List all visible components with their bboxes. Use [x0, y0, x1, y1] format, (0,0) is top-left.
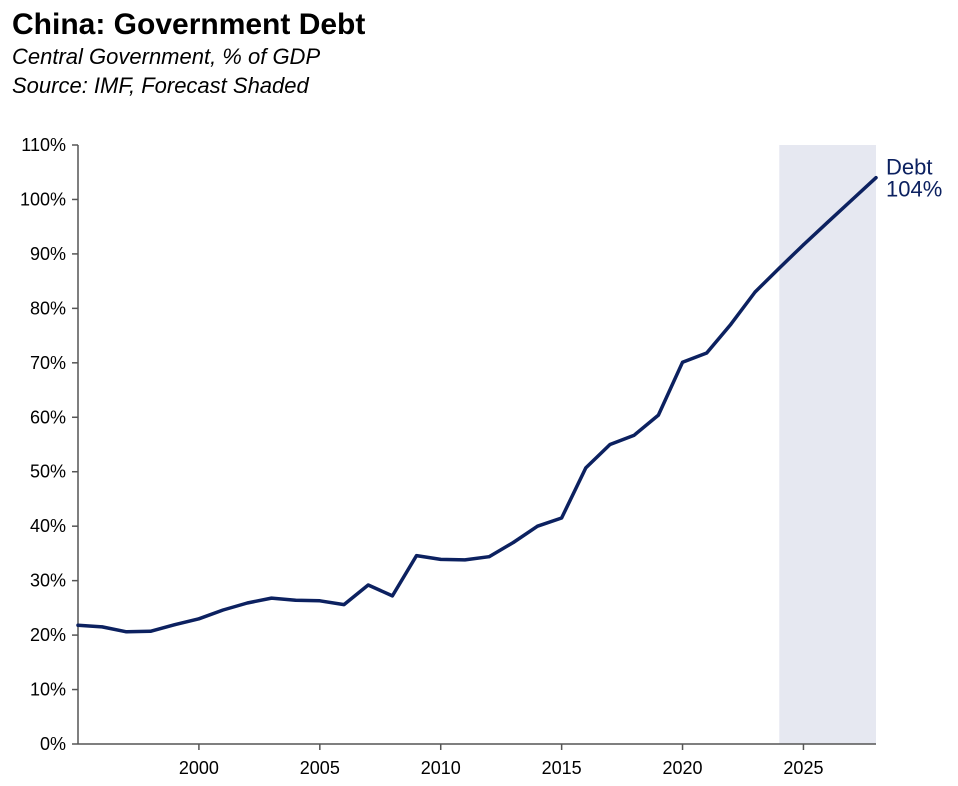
data-point: [439, 557, 443, 561]
data-point: [487, 555, 491, 559]
data-point: [76, 623, 80, 627]
y-tick-label: 50%: [30, 462, 66, 482]
data-point: [584, 466, 588, 470]
data-point: [100, 625, 104, 629]
data-point: [826, 220, 830, 224]
y-tick-label: 40%: [30, 516, 66, 536]
data-point: [511, 541, 515, 545]
y-tick-label: 10%: [30, 680, 66, 700]
data-point: [294, 598, 298, 602]
data-point: [850, 198, 854, 202]
data-point: [390, 594, 394, 598]
chart-source: Source: IMF, Forecast Shaded: [12, 73, 309, 98]
data-point: [221, 608, 225, 612]
data-point: [560, 516, 564, 520]
y-tick-label: 0%: [40, 734, 66, 754]
series-end-value-label: 104%: [886, 177, 942, 202]
data-point: [681, 360, 685, 364]
data-point: [753, 290, 757, 294]
y-tick-label: 110%: [21, 135, 66, 155]
data-point: [608, 443, 612, 446]
data-point: [366, 583, 370, 587]
y-tick-label: 30%: [30, 571, 66, 591]
series-name-label: Debt: [886, 155, 932, 180]
forecast-shade: [779, 145, 876, 744]
y-tick-label: 80%: [30, 298, 66, 318]
x-tick-label: 2010: [421, 758, 461, 778]
x-tick-label: 2000: [179, 758, 219, 778]
data-point: [245, 601, 249, 605]
x-tick-label: 2020: [663, 758, 703, 778]
data-point: [415, 554, 419, 558]
y-tick-label: 100%: [20, 189, 66, 209]
x-tick-label: 2025: [783, 758, 823, 778]
data-point: [463, 558, 467, 562]
data-point: [149, 629, 153, 633]
x-tick-label: 2015: [542, 758, 582, 778]
data-point: [124, 630, 128, 634]
chart-subtitle: Central Government, % of GDP: [12, 44, 321, 69]
debt-series-line: [76, 175, 878, 634]
data-point: [535, 524, 539, 528]
y-tick-label: 90%: [30, 244, 66, 264]
data-point: [173, 623, 177, 627]
y-tick-label: 20%: [30, 625, 66, 645]
data-point: [729, 322, 733, 326]
data-point: [656, 413, 660, 417]
data-point: [342, 603, 346, 607]
y-tick-label: 70%: [30, 353, 66, 373]
data-point: [777, 266, 781, 270]
chart-title: China: Government Debt: [12, 8, 366, 41]
data-point: [874, 176, 878, 180]
data-point: [197, 617, 201, 621]
data-point: [801, 243, 805, 247]
x-tick-label: 2005: [300, 758, 340, 778]
data-point: [632, 433, 636, 437]
data-point: [318, 599, 322, 603]
y-tick-label: 60%: [30, 407, 66, 427]
data-point: [705, 351, 709, 355]
data-point: [269, 596, 273, 600]
